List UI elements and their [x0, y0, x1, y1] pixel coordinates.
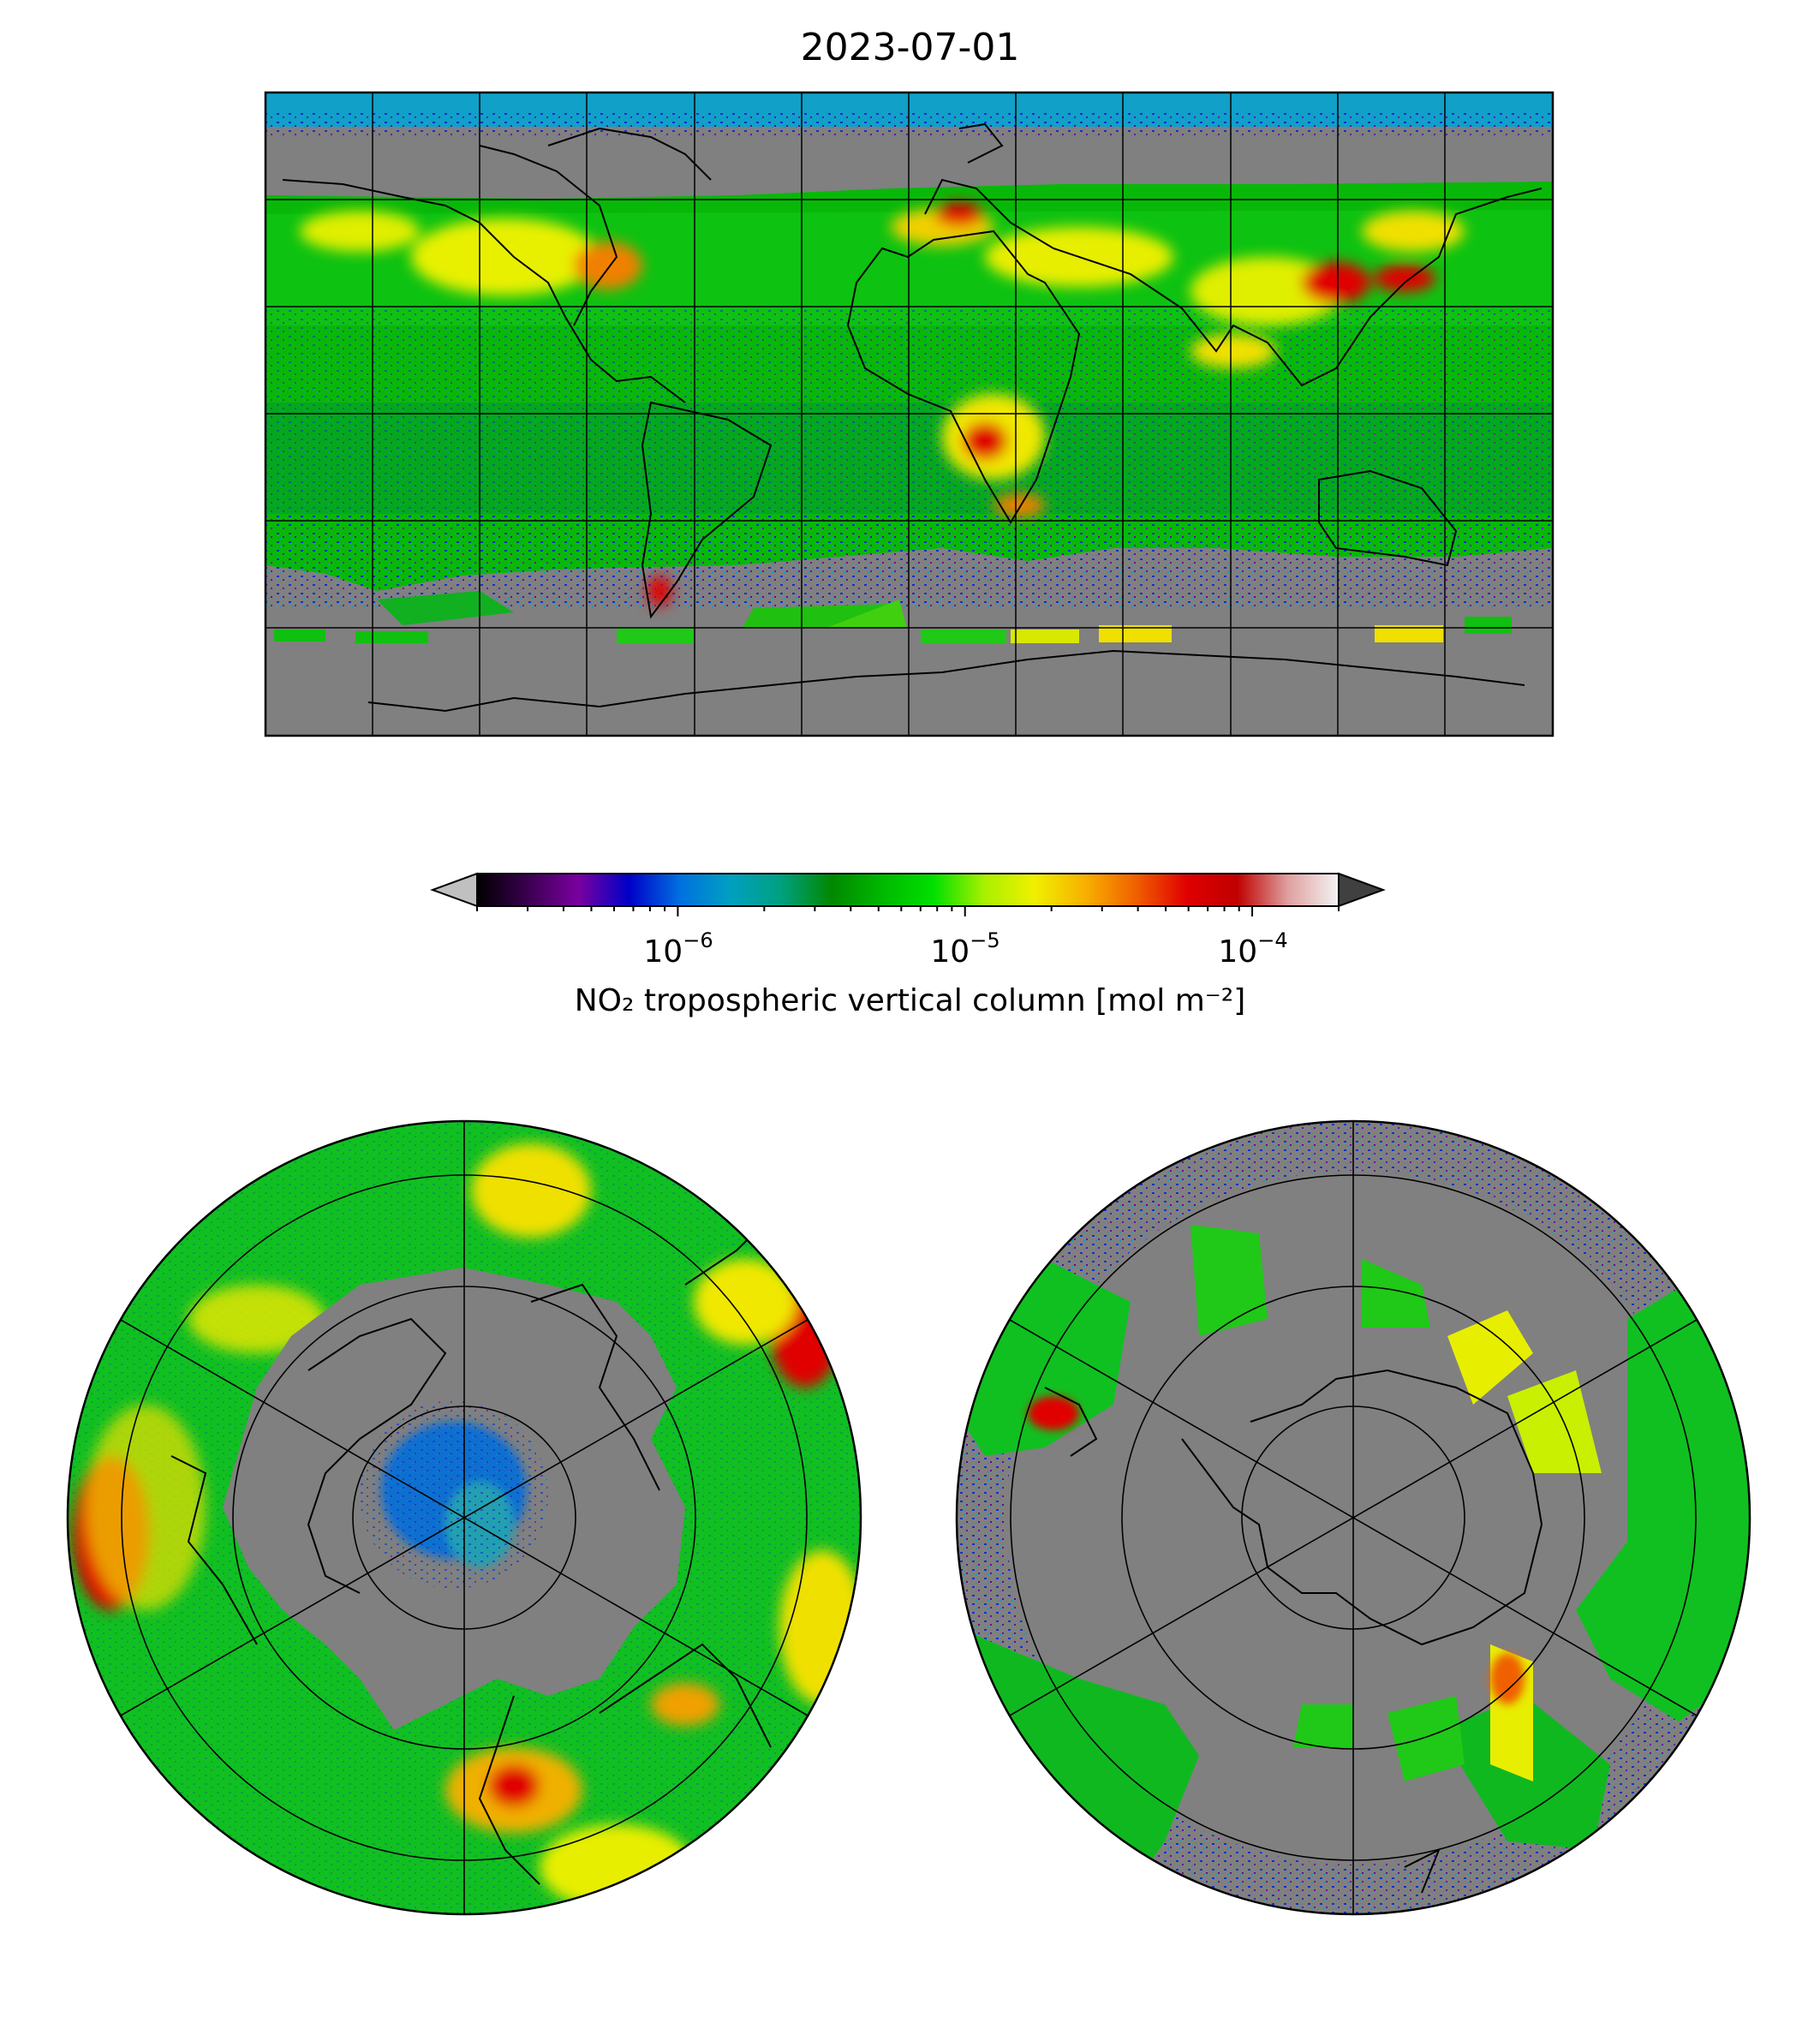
global-map: [266, 92, 1553, 736]
global-gridlines: [266, 92, 1553, 736]
colorbar-under-extend: [430, 872, 478, 908]
north-polar-map: [68, 1121, 861, 1914]
colorbar-label: NO₂ tropospheric vertical column [mol m⁻…: [574, 983, 1246, 1018]
south-polar-map: [957, 1121, 1750, 1914]
south-polar-frame: [955, 1119, 1751, 1916]
north-gridlines: [120, 1121, 809, 1914]
south-gridlines: [1009, 1121, 1698, 1914]
colorbar-tick-label-1e-5: 10−5: [930, 928, 1000, 970]
colorbar-tick-label-1e-4: 10−4: [1218, 928, 1288, 970]
colorbar-gradient: [477, 874, 1339, 906]
colorbar: [430, 872, 1386, 916]
figure-title: 2023-07-01: [800, 26, 1020, 69]
colorbar-over-extend: [1338, 872, 1386, 908]
global-map-frame: [264, 91, 1554, 737]
coastlines: [282, 122, 1543, 713]
north-coastlines: [170, 1215, 772, 1885]
colorbar-tick-label-1e-6: 10−6: [643, 928, 713, 970]
north-polar-frame: [66, 1119, 862, 1916]
